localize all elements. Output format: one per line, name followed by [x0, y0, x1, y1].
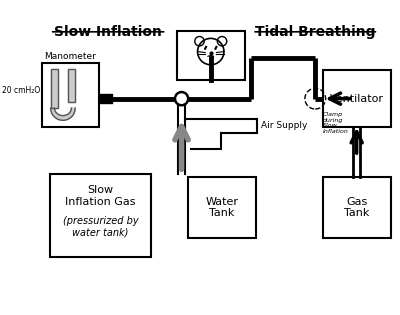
FancyBboxPatch shape [323, 71, 390, 127]
Text: Gas
Tank: Gas Tank [344, 197, 369, 218]
Text: Air Supply: Air Supply [261, 122, 307, 130]
FancyBboxPatch shape [50, 174, 152, 257]
FancyBboxPatch shape [177, 31, 245, 80]
Bar [51, 69, 58, 108]
Bar [51, 69, 58, 108]
Bar [68, 69, 75, 102]
FancyBboxPatch shape [323, 177, 390, 238]
Circle shape [175, 92, 188, 105]
Text: Slow
Inflation Gas: Slow Inflation Gas [65, 185, 136, 207]
Text: 20 cmH₂O: 20 cmH₂O [2, 86, 40, 95]
Polygon shape [51, 108, 75, 120]
Text: Slow Inflation: Slow Inflation [54, 25, 162, 39]
Bar [68, 69, 75, 102]
Text: Water
Tank: Water Tank [206, 197, 238, 218]
FancyBboxPatch shape [188, 177, 256, 238]
Text: Manometer: Manometer [44, 52, 96, 61]
Text: (pressurized by
water tank): (pressurized by water tank) [63, 216, 138, 238]
Text: Ventilator: Ventilator [330, 94, 384, 104]
FancyBboxPatch shape [42, 63, 99, 127]
Text: Clamp
during
Slow
Inflation: Clamp during Slow Inflation [323, 112, 349, 134]
Text: Tidal Breathing: Tidal Breathing [255, 25, 376, 39]
